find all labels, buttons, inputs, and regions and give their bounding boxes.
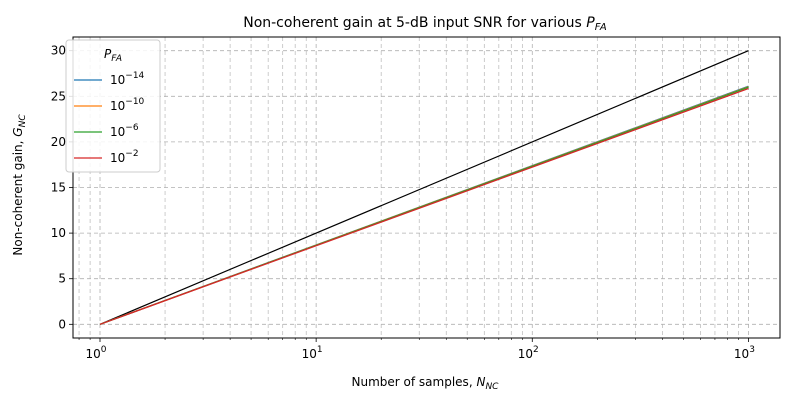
y-tick-label: 25 <box>51 89 66 103</box>
y-axis-label: Non-coherent gain, GNC <box>11 114 28 256</box>
y-tick-label: 20 <box>51 135 66 149</box>
ticks-layer: 100 101 102 103 0 5 10 15 20 25 30 <box>51 44 755 361</box>
legend-label-1e-6: 10−6 <box>110 123 139 139</box>
y-tick-label: 10 <box>51 226 66 240</box>
series-line-1e-2 <box>99 87 749 325</box>
y-tick-label: 30 <box>51 44 66 58</box>
legend-box <box>65 39 161 173</box>
legend-label-1e-2: 10−2 <box>110 149 139 165</box>
chart-title: Non-coherent gain at 5-dB input SNR for … <box>243 15 607 33</box>
y-tick-label: 0 <box>58 317 66 331</box>
major-grid <box>73 37 780 338</box>
legend: PFA 10−14 10−10 10−6 10−2 <box>65 39 161 173</box>
y-tick-label: 5 <box>58 272 66 286</box>
legend-title: PFA <box>104 47 122 64</box>
reference-line <box>99 50 749 325</box>
legend-label-1e-10: 10−10 <box>110 97 145 113</box>
y-tick-label: 15 <box>51 181 66 195</box>
legend-label-1e-14: 10−14 <box>110 71 145 87</box>
x-tick-label: 101 <box>302 345 323 361</box>
series-layer <box>99 50 749 325</box>
x-axis-label: Number of samples, NNC <box>352 375 500 392</box>
x-tick-label: 102 <box>518 345 539 361</box>
x-tick-label: 103 <box>734 345 755 361</box>
legend-entries: 10−14 10−10 10−6 10−2 <box>74 71 145 165</box>
x-tick-label: 100 <box>85 345 106 361</box>
